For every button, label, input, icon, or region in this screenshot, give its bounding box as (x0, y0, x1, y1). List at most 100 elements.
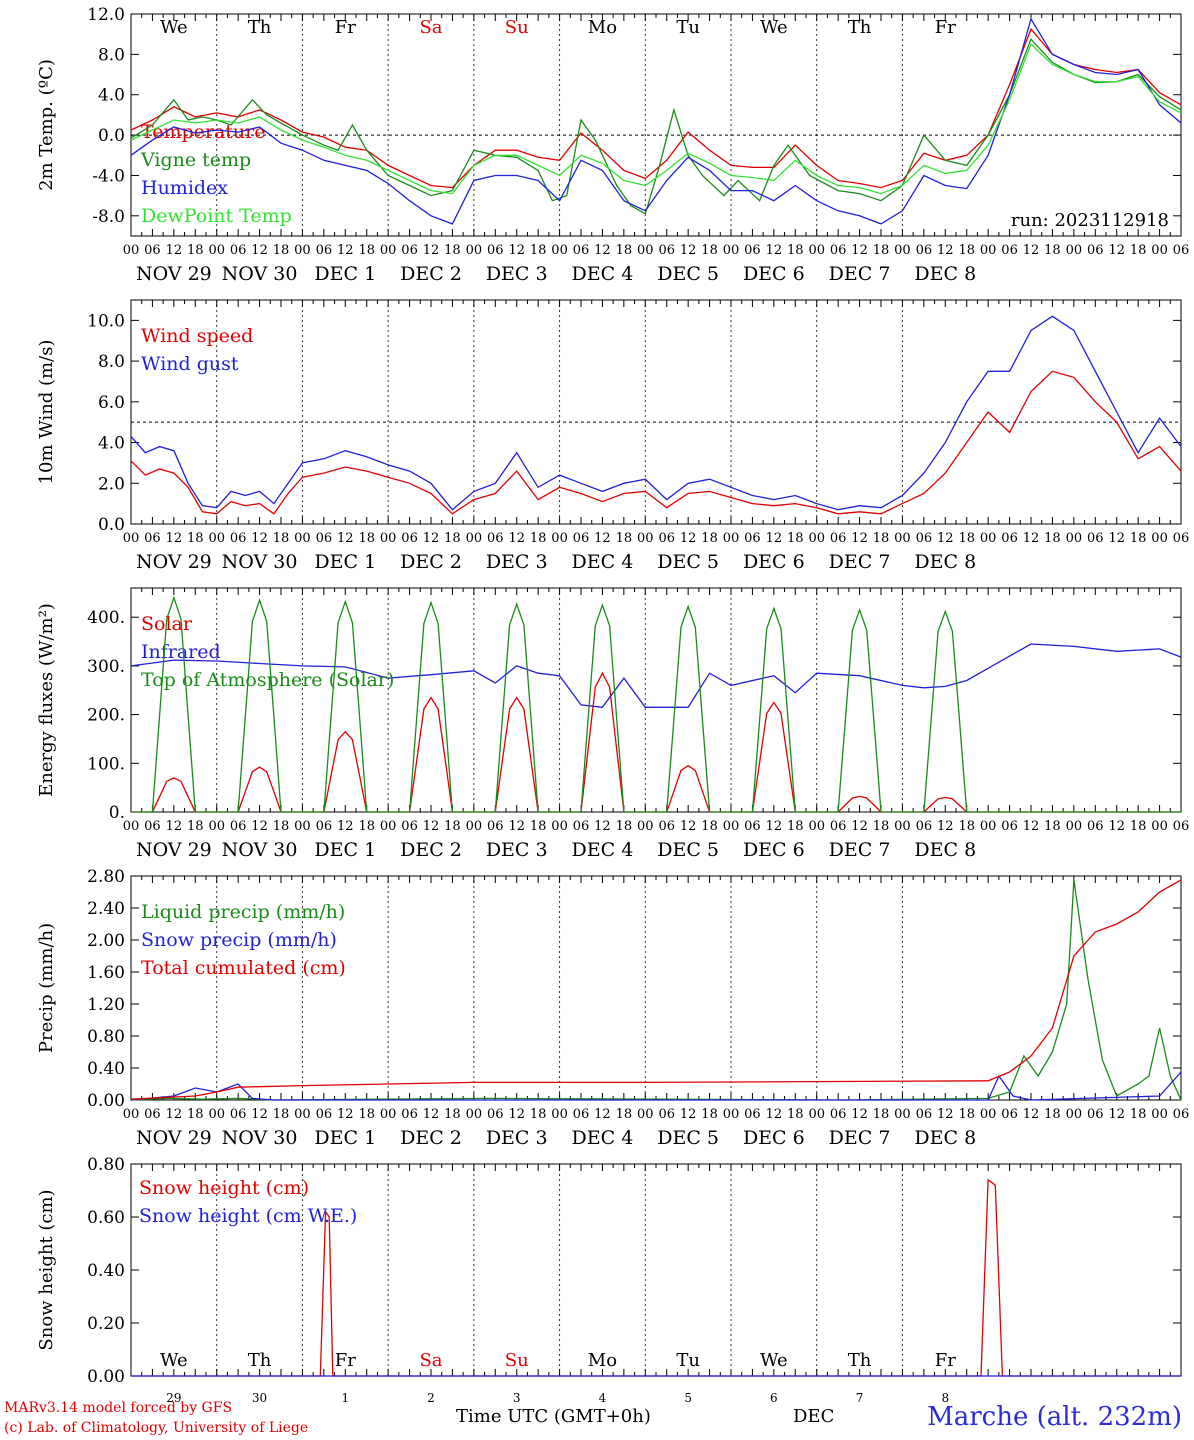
x-date-label: DEC 7 (829, 1127, 891, 1149)
weekday-label: We (760, 1350, 788, 1371)
x-hour-label: 18 (616, 819, 633, 834)
x-hour-label: 18 (444, 1107, 461, 1122)
x-hour-label: 00 (208, 819, 225, 834)
x-hour-label: 06 (401, 531, 418, 546)
x-hour-label: 18 (701, 1107, 718, 1122)
x-hour-label: 12 (1023, 531, 1040, 546)
x-daynum-label: 8 (941, 1391, 949, 1405)
x-hour-label: 00 (294, 819, 311, 834)
x-daynum-label: 5 (684, 1391, 692, 1405)
x-hour-label: 18 (787, 243, 804, 258)
y-axis-label: Snow height (cm) (36, 1189, 57, 1350)
x-hour-label: 18 (1130, 243, 1147, 258)
x-hour-label: 00 (551, 243, 568, 258)
x-hour-label: 18 (273, 1107, 290, 1122)
x-hour-label: 18 (530, 819, 547, 834)
x-hour-label: 18 (958, 531, 975, 546)
y-tick-label: 0.20 (87, 1314, 125, 1334)
y-tick-label: 0.00 (87, 1367, 125, 1387)
x-hour-label: 00 (637, 1107, 654, 1122)
x-hour-label: 18 (958, 819, 975, 834)
x-hour-label: 18 (616, 531, 633, 546)
x-date-label: DEC 7 (829, 551, 891, 573)
x-hour-label: 06 (401, 1107, 418, 1122)
weekday-label: Fr (935, 17, 956, 38)
series-line-green (131, 595, 1181, 813)
weekday-label: Th (848, 17, 872, 38)
x-hour-label: 18 (530, 243, 547, 258)
x-date-label: DEC 4 (572, 839, 634, 861)
y-tick-label: 12.0 (87, 5, 125, 25)
plot-frame (130, 587, 1182, 813)
x-date-label: DEC 7 (829, 839, 891, 861)
x-hour-label: 12 (508, 819, 525, 834)
x-hour-label: 00 (380, 819, 397, 834)
y-tick-label: 0.40 (87, 1059, 125, 1079)
x-hour-label: 18 (1044, 531, 1061, 546)
x-date-label: DEC 8 (914, 263, 976, 285)
x-hour-label: 18 (187, 1107, 204, 1122)
x-hour-label: 12 (1023, 1107, 1040, 1122)
weekday-label: Mo (588, 1350, 617, 1371)
x-hour-label: 06 (230, 1107, 247, 1122)
weekday-label: Th (248, 1350, 272, 1371)
x-hour-label: 00 (723, 243, 740, 258)
x-hour-label: 06 (316, 1107, 333, 1122)
legend-entry: Infrared (141, 641, 221, 663)
x-hour-label: 12 (337, 243, 354, 258)
time-axis-label: Time UTC (GMT+0h) (456, 1406, 651, 1427)
x-date-label: NOV 29 (136, 263, 212, 285)
x-hour-label: 12 (423, 1107, 440, 1122)
y-tick-label: 0.80 (87, 1027, 125, 1047)
x-hour-label: 06 (658, 243, 675, 258)
x-hour-label: 00 (123, 531, 140, 546)
x-hour-label: 12 (251, 1107, 268, 1122)
x-hour-label: 12 (680, 243, 697, 258)
series-line-blue (130, 1071, 1182, 1101)
weekday-label: Fr (935, 1350, 956, 1371)
x-hour-label: 12 (851, 819, 868, 834)
x-date-label: DEC 2 (400, 263, 462, 285)
x-hour-label: 06 (401, 243, 418, 258)
x-hour-label: 18 (873, 531, 890, 546)
x-date-label: NOV 30 (222, 263, 298, 285)
x-hour-label: 06 (1001, 819, 1018, 834)
y-tick-label: 2.0 (98, 474, 125, 494)
x-hour-label: 06 (916, 1107, 933, 1122)
x-daynum-label: 30 (252, 1391, 267, 1405)
x-hour-label: 00 (808, 819, 825, 834)
x-hour-label: 00 (123, 819, 140, 834)
x-hour-label: 18 (187, 819, 204, 834)
x-hour-label: 12 (937, 243, 954, 258)
x-hour-label: 18 (444, 531, 461, 546)
x-hour-label: 12 (1023, 819, 1040, 834)
x-date-label: DEC 3 (486, 551, 548, 573)
x-hour-label: 06 (144, 819, 161, 834)
x-hour-label: 18 (701, 531, 718, 546)
x-date-label: DEC 8 (914, 1127, 976, 1149)
x-hour-label: 00 (208, 531, 225, 546)
series-line-red (130, 879, 1182, 1100)
y-tick-label: 4.0 (98, 86, 125, 106)
x-hour-label: 06 (830, 819, 847, 834)
x-hour-label: 06 (573, 531, 590, 546)
x-hour-label: 00 (294, 1107, 311, 1122)
legend-entry: Humidex (141, 177, 228, 199)
x-hour-label: 06 (230, 819, 247, 834)
y-tick-label: 8.0 (98, 352, 125, 372)
x-hour-label: 12 (594, 243, 611, 258)
y-axis-label: 10m Wind (m/s) (36, 340, 57, 485)
x-hour-label: 12 (508, 1107, 525, 1122)
x-hour-label: 18 (958, 1107, 975, 1122)
x-hour-label: 18 (187, 243, 204, 258)
x-date-label: DEC 1 (314, 839, 376, 861)
legend-entry: Wind gust (141, 353, 239, 375)
x-hour-label: 12 (423, 819, 440, 834)
x-date-label: NOV 30 (222, 551, 298, 573)
weekday-label: Sa (419, 1350, 442, 1371)
x-hour-label: 00 (1066, 243, 1083, 258)
x-hour-label: 06 (1001, 531, 1018, 546)
x-date-label: DEC 7 (829, 263, 891, 285)
x-hour-label: 00 (1066, 1107, 1083, 1122)
series-line-blue (130, 315, 1182, 511)
